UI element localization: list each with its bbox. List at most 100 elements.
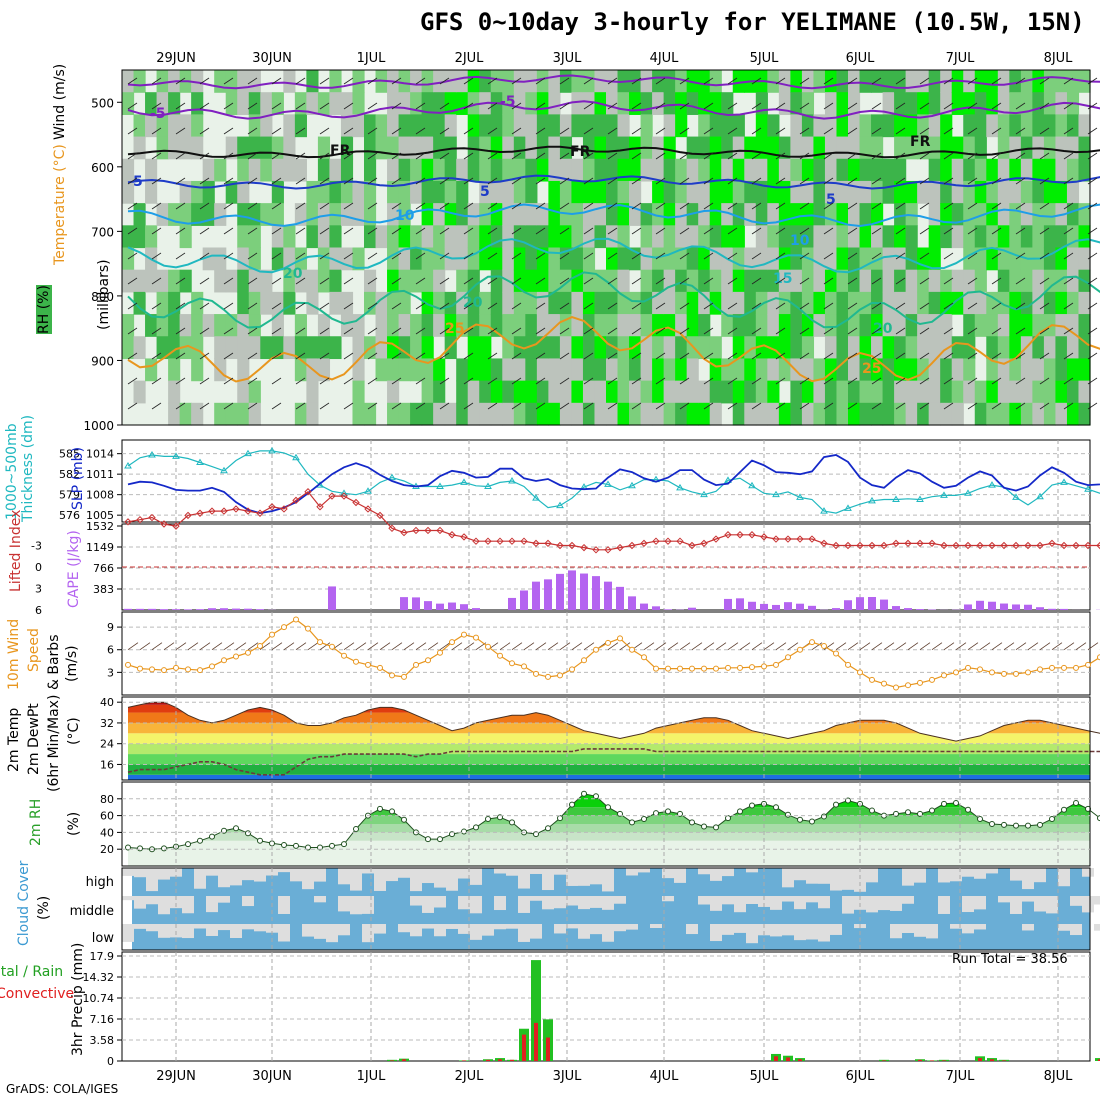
rh-marker xyxy=(281,842,287,848)
cloud-gap xyxy=(782,924,794,936)
rh-cell xyxy=(248,158,261,182)
rh-cell xyxy=(640,358,653,382)
rh-cell xyxy=(502,158,515,182)
rh-cell xyxy=(755,114,768,138)
rh-cell xyxy=(801,158,815,182)
rh-cell xyxy=(871,70,884,93)
wind-barb xyxy=(1015,277,1026,285)
rh-cell xyxy=(410,158,423,182)
wind-barb xyxy=(823,227,834,235)
cloud-gap xyxy=(338,924,350,936)
cloud-gap xyxy=(194,924,206,929)
wind-barb xyxy=(247,252,258,260)
rh-cell xyxy=(652,247,665,271)
wind-barb xyxy=(1075,642,1087,651)
temperature-contour xyxy=(127,145,1100,159)
wind-barb xyxy=(727,327,738,335)
rh-cell xyxy=(1055,336,1068,360)
rh-cell xyxy=(963,269,976,293)
rh-cell xyxy=(191,92,204,115)
wind-speed-marker xyxy=(665,665,671,672)
wind-barb xyxy=(775,327,786,335)
rh-cell xyxy=(352,314,365,337)
cloud-gap xyxy=(278,868,290,873)
rh-cell xyxy=(179,114,192,138)
wind-barb xyxy=(559,77,570,85)
wind-barb xyxy=(631,227,642,235)
rh-cell xyxy=(709,225,722,249)
rh-cell xyxy=(352,336,365,360)
rh-cell xyxy=(905,358,918,382)
rh-cell xyxy=(594,70,607,93)
rh-marker xyxy=(1037,821,1043,828)
thickness-marker xyxy=(364,487,372,494)
lifted-index-marker xyxy=(232,505,240,513)
rh-cell xyxy=(179,225,192,249)
cape-bar xyxy=(652,606,660,610)
rh-cell xyxy=(237,291,250,315)
temperature-contour xyxy=(127,271,1100,329)
rh-cell xyxy=(513,358,526,382)
rh-cell xyxy=(732,203,745,226)
rh-cell xyxy=(698,402,711,426)
lifted-index-marker xyxy=(712,535,720,543)
rh-cell xyxy=(145,158,158,182)
rh-cell xyxy=(1066,336,1080,360)
rh-cell xyxy=(928,247,941,271)
cloud-gap xyxy=(938,868,950,883)
rh-cell xyxy=(732,402,745,426)
rh-cell xyxy=(294,114,307,138)
wind-barb xyxy=(919,227,930,235)
rh-cell xyxy=(237,158,250,182)
rh-cell xyxy=(248,402,261,426)
wind-barb xyxy=(151,402,162,410)
cloud-gap xyxy=(734,924,746,933)
rh-cell xyxy=(675,247,688,271)
wind-barb xyxy=(847,152,858,160)
rh-cell xyxy=(582,180,596,204)
wind-barb xyxy=(391,402,402,410)
rh-cell xyxy=(433,291,446,315)
rh-cell xyxy=(617,269,630,293)
wind-barb xyxy=(979,642,991,651)
rh-cell xyxy=(352,247,365,271)
rh-cell xyxy=(917,336,930,360)
rh-cell xyxy=(248,291,261,315)
wind-barb xyxy=(487,177,498,185)
axis-label: Temperature (°C) xyxy=(52,144,68,265)
rh-cell xyxy=(744,380,757,404)
rh-cell xyxy=(145,114,158,138)
wind-barb xyxy=(991,402,1002,410)
rh-marker xyxy=(929,807,935,814)
rh-cell xyxy=(340,180,354,204)
rh-cell xyxy=(928,203,941,226)
wind-barb xyxy=(631,77,642,85)
rh-cell xyxy=(398,358,411,382)
rh-cell xyxy=(871,180,884,204)
wind-barb xyxy=(823,252,834,260)
rh-cell xyxy=(283,158,296,182)
wind-barb xyxy=(391,202,402,210)
cloud-gap xyxy=(650,924,662,929)
temperature-contour xyxy=(127,203,1100,228)
rh-cell xyxy=(260,291,273,315)
wind-barb xyxy=(1039,302,1050,310)
rh-cell xyxy=(582,225,596,249)
y-tick-label: 40 xyxy=(100,696,114,709)
wind-barb xyxy=(391,302,402,310)
wind-barb xyxy=(847,177,858,185)
rh-cell xyxy=(179,203,192,226)
cloud-gap xyxy=(170,868,182,877)
rh-cell xyxy=(974,380,987,404)
rh-cell xyxy=(778,70,791,93)
cloud-level-label: high xyxy=(86,875,114,890)
wind-barb xyxy=(319,252,330,260)
cloud-gap xyxy=(290,868,302,882)
thickness-marker xyxy=(868,496,876,504)
cloud-gap xyxy=(194,868,206,889)
wind-barb xyxy=(511,352,522,360)
wind-barb xyxy=(799,252,810,260)
cloud-gap xyxy=(974,896,986,910)
wind-barb xyxy=(1015,402,1026,410)
